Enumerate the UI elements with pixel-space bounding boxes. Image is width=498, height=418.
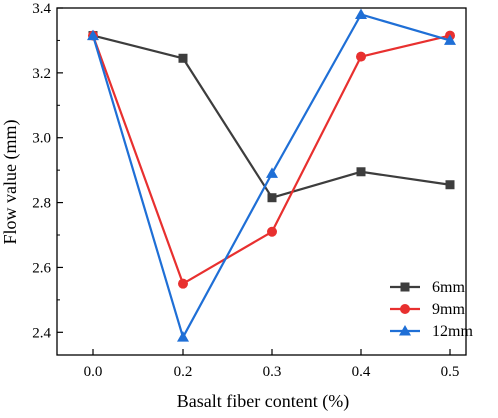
x-axis-title: Basalt fiber content (%) xyxy=(177,391,349,412)
legend-label-12mm: 12mm xyxy=(432,323,473,340)
series-layer xyxy=(87,8,456,342)
data-point-9mm xyxy=(267,226,277,237)
data-point-12mm xyxy=(87,29,99,41)
x-tick-label: 0.0 xyxy=(84,364,103,380)
x-tick-label: 0.4 xyxy=(352,364,371,380)
plot-frame xyxy=(56,7,467,356)
y-tick-label: 3.0 xyxy=(32,131,51,147)
data-point-6mm xyxy=(178,53,188,63)
legend-marker-12mm xyxy=(399,325,411,336)
y-tick-label: 2.6 xyxy=(32,260,51,276)
data-point-9mm xyxy=(178,278,188,289)
series-line-9mm xyxy=(91,34,451,285)
legend-marker-6mm xyxy=(400,282,410,292)
legend: 6mm 9mm 12mm xyxy=(390,279,473,340)
data-point-6mm xyxy=(445,180,455,190)
x-tick-label: 0.5 xyxy=(441,364,460,380)
data-point-6mm xyxy=(356,167,366,177)
data-point-9mm xyxy=(356,51,366,62)
data-point-12mm xyxy=(355,8,367,19)
data-point-12mm xyxy=(177,331,189,342)
y-tick-label: 2.4 xyxy=(32,325,51,341)
y-axis-ticks: 2.4 2.6 2.8 3.0 3.2 3.4 xyxy=(32,1,63,341)
legend-marker-9mm xyxy=(400,304,410,314)
x-axis-ticks: 0.0 0.2 0.3 0.4 0.5 xyxy=(84,349,460,380)
y-tick-label: 3.4 xyxy=(32,1,51,17)
data-point-12mm xyxy=(266,167,278,178)
y-tick-label: 3.2 xyxy=(32,66,51,82)
legend-label-9mm: 9mm xyxy=(432,301,465,318)
y-tick-label: 2.8 xyxy=(32,196,51,212)
data-point-6mm xyxy=(267,193,277,203)
y-axis-title: Flow value (mm) xyxy=(0,120,21,245)
x-tick-label: 0.3 xyxy=(263,364,282,380)
x-tick-label: 0.2 xyxy=(174,364,193,380)
data-point-12mm xyxy=(444,34,456,45)
legend-label-6mm: 6mm xyxy=(432,279,465,296)
